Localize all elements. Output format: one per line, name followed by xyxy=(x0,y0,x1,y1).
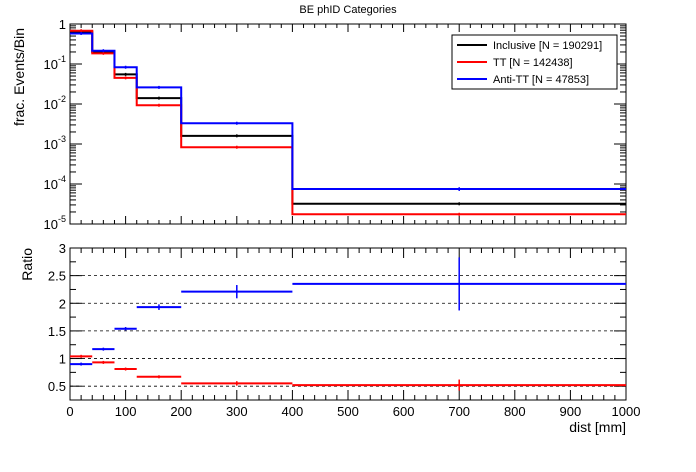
top-y-tick-label: 10-1 xyxy=(44,54,66,72)
x-tick-label: 300 xyxy=(226,404,248,419)
x-tick-label: 200 xyxy=(170,404,192,419)
top-y-axis-label: frac. Events/Bin xyxy=(11,28,27,126)
x-tick-label: 0 xyxy=(66,404,73,419)
bottom-y-tick-label: 1 xyxy=(59,352,66,367)
legend: Inclusive [N = 190291] TT [N = 142438] A… xyxy=(451,34,618,90)
bottom-y-axis-label: Ratio xyxy=(19,248,35,281)
top-y-tick-label: 10-2 xyxy=(44,94,66,112)
x-tick-label: 500 xyxy=(337,404,359,419)
legend-label-inclusive: Inclusive [N = 190291] xyxy=(493,40,602,52)
bottom-y-tick-label: 1.5 xyxy=(48,324,66,339)
x-tick-label: 100 xyxy=(115,404,137,419)
legend-label-tt: TT [N = 142438] xyxy=(493,57,573,69)
bottom-series-group xyxy=(70,257,626,391)
bottom-y-tick-label: 2 xyxy=(59,296,66,311)
bottom-y-tick-label: 2.5 xyxy=(48,269,66,284)
x-tick-label: 600 xyxy=(393,404,415,419)
bottom-axis-ticks: 0.5 1 1.5 2 2.5 3 0 100 200 300 400 500 600 700 800 900… xyxy=(48,241,641,419)
x-tick-label: 400 xyxy=(282,404,304,419)
bottom-y-tick-label: 0.5 xyxy=(48,379,66,394)
x-tick-label: 800 xyxy=(504,404,526,419)
x-tick-label: 700 xyxy=(448,404,470,419)
top-panel: 10-5 10-4 10-3 10-2 10-1 1 frac. Events/Bin I… xyxy=(11,17,627,232)
top-series-group xyxy=(70,29,626,216)
x-tick-label: 900 xyxy=(560,404,582,419)
x-axis-label: dist [mm] xyxy=(569,419,626,435)
x-tick-label: 1000 xyxy=(612,404,641,419)
chart-title: BE phID Categories xyxy=(299,4,397,16)
bottom-y-tick-label: 3 xyxy=(59,241,66,256)
top-y-tick-label: 1 xyxy=(59,17,66,32)
top-y-tick-label: 10-4 xyxy=(44,174,66,192)
top-y-tick-label: 10-3 xyxy=(44,134,66,152)
series-line-antitt xyxy=(70,32,626,190)
bottom-panel: 0.5 1 1.5 2 2.5 3 0 100 200 300 400 500 600 700 800 900… xyxy=(19,241,640,435)
legend-label-antitt: Anti-TT [N = 47853] xyxy=(493,74,589,86)
ratio-grid xyxy=(70,275,626,387)
top-y-tick-label: 10-5 xyxy=(44,214,66,232)
